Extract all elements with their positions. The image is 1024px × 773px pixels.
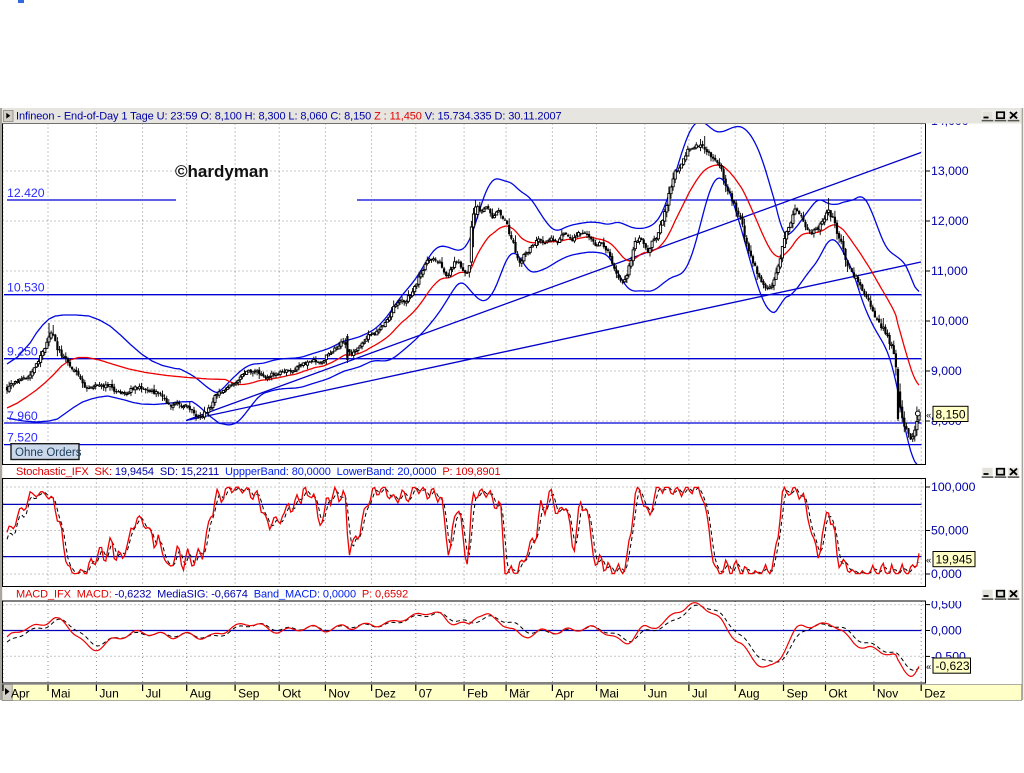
svg-text:10,000: 10,000 [931,314,969,328]
svg-text:«: « [926,662,931,673]
svg-text:Apr: Apr [11,687,30,701]
svg-text:-0,623: -0,623 [936,659,970,673]
svg-text:12.420: 12.420 [7,186,45,200]
svg-text:Dez: Dez [375,687,396,701]
svg-text:MACD_IFX MACD: -0,6232 Media: MACD_IFX MACD: -0,6232 MediaSIG: -0,6674… [16,589,408,601]
svg-text:Mai: Mai [600,687,619,701]
svg-text:0,000: 0,000 [931,567,962,581]
svg-text:0,500: 0,500 [931,598,962,612]
svg-text:Jul: Jul [692,687,707,701]
svg-text:Ohne Orders: Ohne Orders [15,447,82,459]
svg-text:Okt: Okt [282,687,301,701]
svg-text:Sep: Sep [787,687,809,701]
svg-text:13,000: 13,000 [931,164,969,178]
svg-text:Nov: Nov [877,687,898,701]
svg-text:Aug: Aug [738,687,759,701]
svg-text:07: 07 [419,687,433,701]
svg-text:Mär: Mär [509,687,530,701]
svg-text:Feb: Feb [467,687,488,701]
svg-text:Jun: Jun [99,687,118,701]
svg-text:«: « [926,410,931,421]
svg-text:7.520: 7.520 [7,430,38,444]
svg-text:Apr: Apr [555,687,574,701]
svg-text:9,000: 9,000 [931,364,962,378]
svg-text:Sep: Sep [238,687,260,701]
svg-text:9.250: 9.250 [7,345,38,359]
svg-text:Stochastic_IFX SK: 19,9454 S: Stochastic_IFX SK: 19,9454 SD: 15,2211 U… [16,466,501,478]
svg-text:0,000: 0,000 [931,624,962,638]
svg-text:©hardyman: ©hardyman [175,162,269,181]
svg-text:50,000: 50,000 [931,524,969,538]
svg-text:8,150: 8,150 [936,408,966,422]
svg-text:7.960: 7.960 [7,409,38,423]
svg-text:Jul: Jul [146,687,161,701]
svg-text:10.530: 10.530 [7,281,45,295]
svg-text:Jun: Jun [648,687,667,701]
svg-text:19,945: 19,945 [936,553,973,567]
svg-text:11,000: 11,000 [931,264,968,278]
svg-text:Aug: Aug [190,687,211,701]
svg-text:14,000: 14,000 [931,114,969,128]
svg-text:Infineon - End-of-Day 1 Tage U: Infineon - End-of-Day 1 Tage U: 23:59 O:… [16,111,562,123]
svg-text:Okt: Okt [829,687,848,701]
svg-text:Nov: Nov [328,687,349,701]
svg-text:Dez: Dez [924,687,945,701]
svg-text:Mai: Mai [51,687,70,701]
svg-text:12,000: 12,000 [931,214,969,228]
svg-text:«: « [926,555,931,566]
svg-text:100,000: 100,000 [931,480,976,494]
